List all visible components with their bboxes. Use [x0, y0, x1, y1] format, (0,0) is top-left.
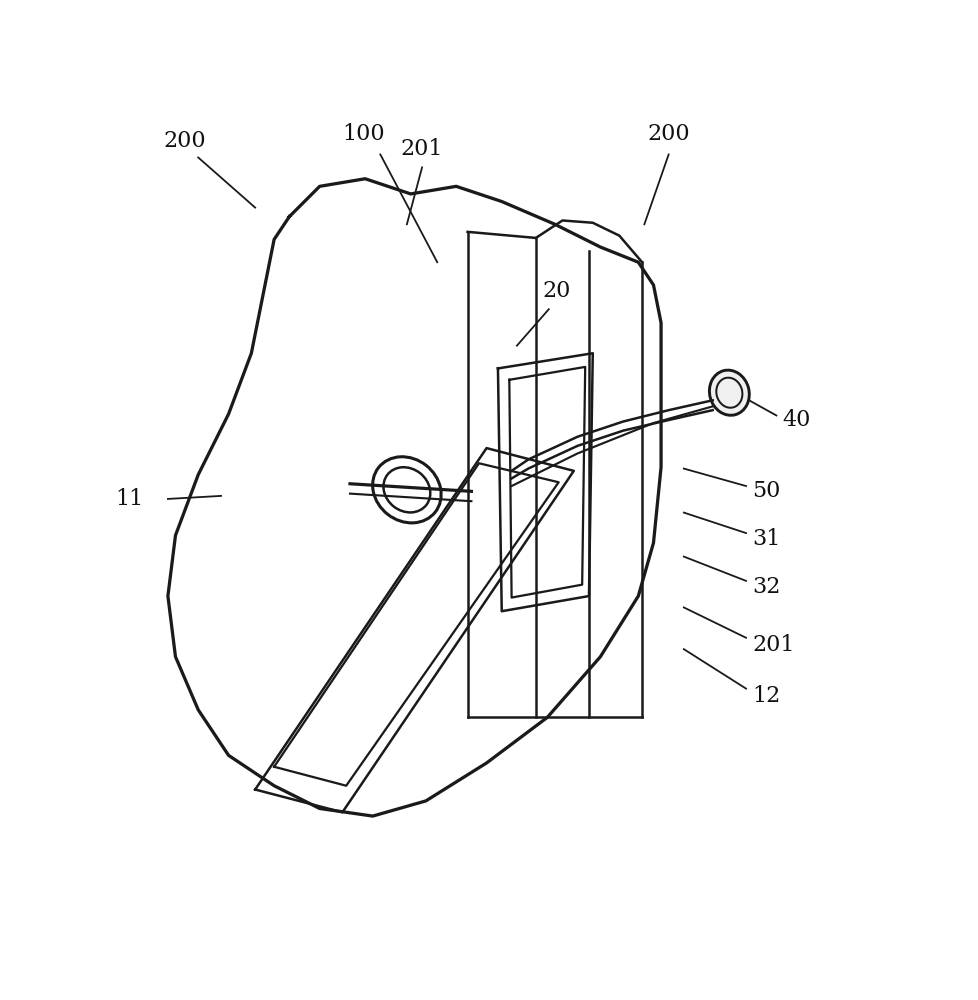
Text: 100: 100 [342, 123, 384, 145]
Text: 201: 201 [751, 634, 794, 656]
Text: 200: 200 [163, 130, 205, 152]
Text: 31: 31 [751, 528, 779, 550]
Text: 12: 12 [751, 685, 779, 707]
Ellipse shape [709, 370, 748, 415]
Text: 11: 11 [115, 488, 144, 510]
Text: 20: 20 [542, 280, 570, 302]
Text: 32: 32 [751, 576, 779, 598]
Text: 40: 40 [781, 409, 810, 431]
Text: 50: 50 [751, 480, 779, 502]
Text: 201: 201 [400, 138, 443, 160]
Text: 200: 200 [646, 123, 689, 145]
